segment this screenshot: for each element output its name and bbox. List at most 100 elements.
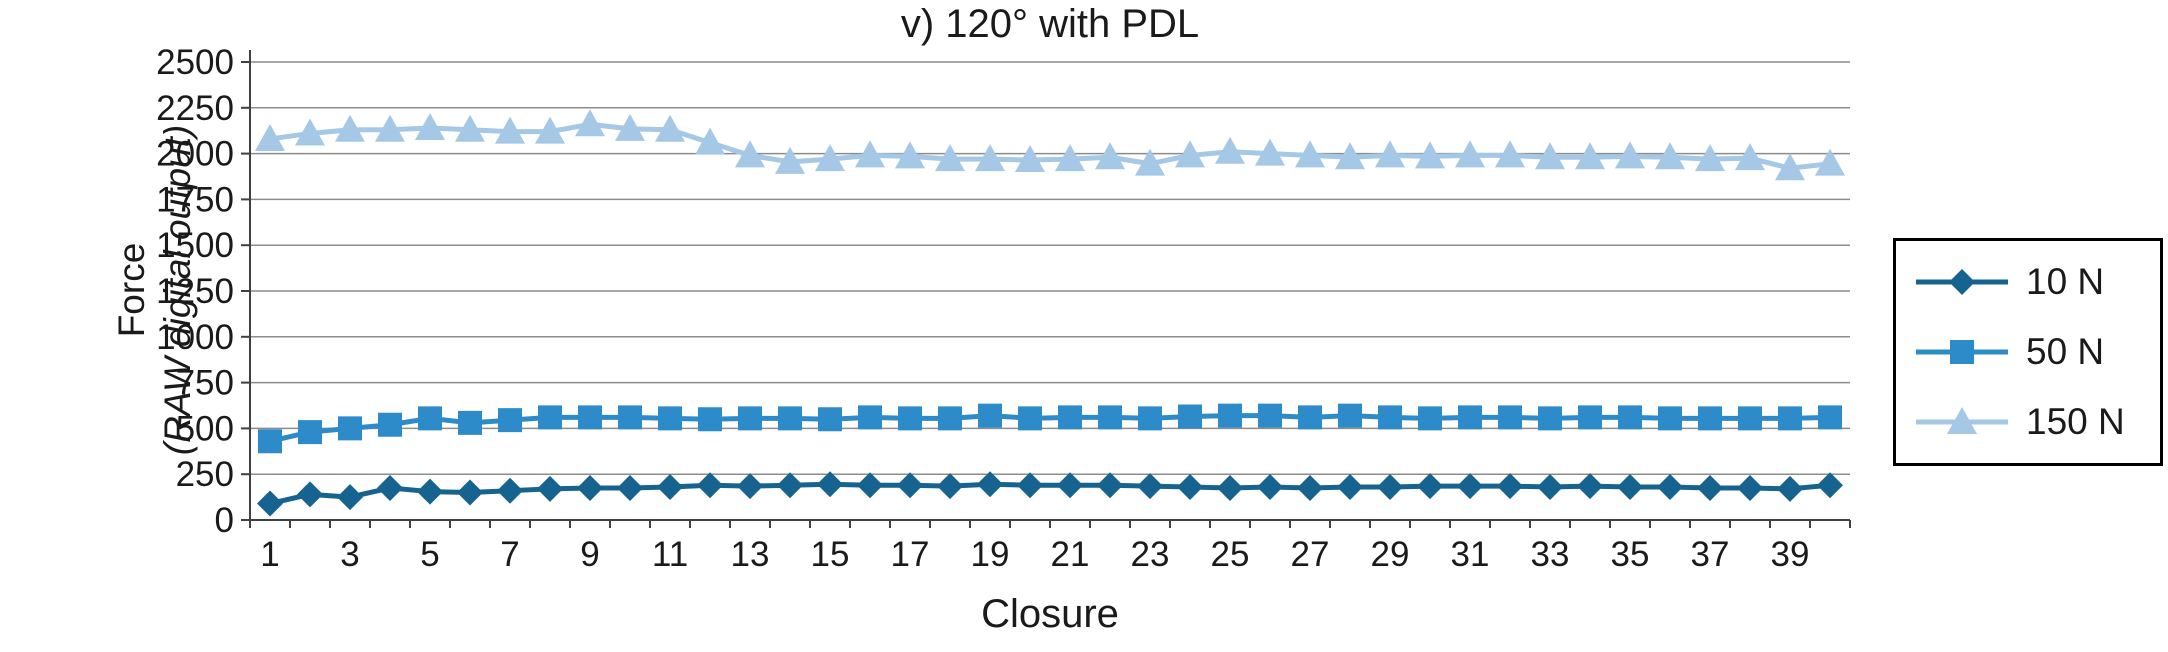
diamond-marker-icon — [1137, 473, 1163, 500]
triangle-marker-icon — [1575, 142, 1605, 170]
triangle-marker-icon — [1135, 148, 1165, 176]
triangle-marker-icon — [1735, 143, 1765, 171]
triangle-marker-icon — [855, 140, 885, 168]
svg-text:21: 21 — [1051, 535, 1090, 574]
triangle-marker-icon — [655, 114, 685, 142]
square-marker-icon — [1378, 405, 1402, 430]
triangle-marker-icon — [1175, 140, 1205, 168]
svg-text:7: 7 — [500, 535, 519, 574]
square-marker-icon — [1258, 403, 1282, 428]
triangle-marker-icon — [1335, 142, 1365, 170]
diamond-marker-icon — [817, 471, 843, 498]
y-tick-labels: 0 250 500 750 1000 1250 1500 1750 2000 2250 2500 — [156, 43, 234, 540]
svg-text:37: 37 — [1691, 535, 1730, 574]
diamond-marker-icon — [1657, 474, 1683, 501]
triangle-marker-icon — [1055, 144, 1085, 172]
diamond-marker-icon — [1817, 472, 1843, 499]
triangle-marker-icon — [415, 112, 445, 140]
square-marker-icon — [1618, 405, 1642, 430]
axes — [241, 50, 1851, 528]
square-marker-icon — [938, 406, 962, 431]
svg-text:3: 3 — [340, 535, 359, 574]
diamond-marker-icon — [857, 472, 883, 499]
legend-label-10-n: 10 N — [2026, 261, 2105, 302]
triangle-marker-icon — [735, 140, 765, 168]
square-marker-icon — [658, 406, 682, 431]
triangle-marker-icon — [975, 144, 1005, 172]
square-marker-icon — [858, 405, 882, 430]
svg-text:33: 33 — [1531, 535, 1570, 574]
series-line-10-n — [269, 481, 1831, 506]
x-axis-label: Closure — [981, 592, 1119, 636]
triangle-marker-icon — [1495, 140, 1525, 168]
triangle-marker-icon — [1095, 142, 1125, 170]
svg-text:250: 250 — [176, 455, 234, 494]
square-marker-icon — [1698, 406, 1722, 431]
svg-text:29: 29 — [1371, 535, 1410, 574]
diamond-marker-icon — [377, 474, 403, 501]
triangle-marker-icon — [695, 127, 725, 155]
legend: 10 N 50 N 150 N — [1893, 238, 2163, 466]
diamond-marker-icon — [897, 472, 923, 499]
diamond-marker-icon — [1257, 474, 1283, 501]
square-marker-icon — [1458, 405, 1482, 430]
legend-label-50-n: 50 N — [2026, 331, 2105, 372]
square-marker-icon — [778, 406, 802, 431]
svg-text:31: 31 — [1451, 535, 1490, 574]
triangle-marker-icon — [255, 123, 285, 151]
diamond-marker-icon — [1537, 474, 1563, 501]
diamond-marker-icon — [457, 479, 483, 506]
series-line-150-n — [269, 121, 1831, 171]
svg-text:500: 500 — [176, 409, 234, 448]
triangle-marker-icon — [575, 109, 605, 137]
series-10-n — [257, 471, 1843, 517]
diamond-marker-icon — [1297, 474, 1323, 501]
square-marker-icon — [1578, 405, 1602, 430]
triangle-marker-icon — [535, 116, 565, 144]
diamond-marker-icon — [1057, 472, 1083, 499]
triangle-marker-icon — [455, 114, 485, 142]
triangle-marker-icon — [615, 113, 645, 141]
square-marker-icon — [1418, 406, 1442, 431]
diamond-marker-icon — [417, 478, 443, 505]
diamond-marker-icon — [1417, 473, 1443, 500]
square-marker-icon — [258, 429, 282, 454]
diamond-marker-icon — [257, 490, 283, 517]
triangle-marker-icon — [1535, 142, 1565, 170]
square-marker-icon — [1818, 405, 1842, 430]
diamond-marker-icon — [337, 484, 363, 511]
triangle-marker-icon — [1415, 141, 1445, 169]
series-line-50-n — [269, 413, 1831, 444]
svg-text:15: 15 — [811, 535, 850, 574]
triangle-marker-icon — [815, 144, 845, 172]
diamond-marker-icon — [1617, 474, 1643, 501]
diamond-marker-icon — [657, 474, 683, 501]
svg-text:2000: 2000 — [156, 135, 234, 174]
legend-item-10-n: 10 N — [1912, 260, 2150, 304]
svg-text:5: 5 — [420, 535, 439, 574]
triangle-marker-icon — [1215, 136, 1245, 164]
square-marker-icon — [1138, 406, 1162, 431]
svg-text:1: 1 — [260, 535, 279, 574]
triangle-marker-icon — [295, 118, 325, 146]
chart-title: v) 120° with PDL — [900, 2, 1200, 46]
svg-text:39: 39 — [1771, 535, 1810, 574]
svg-text:2500: 2500 — [156, 43, 234, 82]
svg-text:0: 0 — [215, 501, 234, 540]
square-marker-icon — [978, 403, 1002, 428]
triangle-marker-icon — [1015, 145, 1045, 173]
triangle-marker-icon — [375, 114, 405, 142]
square-marker-icon — [578, 405, 602, 430]
triangle-marker-icon — [335, 114, 365, 142]
diamond-marker-icon — [1457, 473, 1483, 500]
diamond-marker-icon — [1497, 473, 1523, 500]
triangle-marker-icon — [1255, 138, 1285, 166]
diamond-marker-icon — [577, 474, 603, 501]
series-150-n — [255, 109, 1845, 181]
diamond-marker-icon — [617, 474, 643, 501]
square-marker-icon — [1178, 404, 1202, 429]
svg-text:1500: 1500 — [156, 226, 234, 265]
triangle-marker-icon — [1775, 153, 1805, 181]
